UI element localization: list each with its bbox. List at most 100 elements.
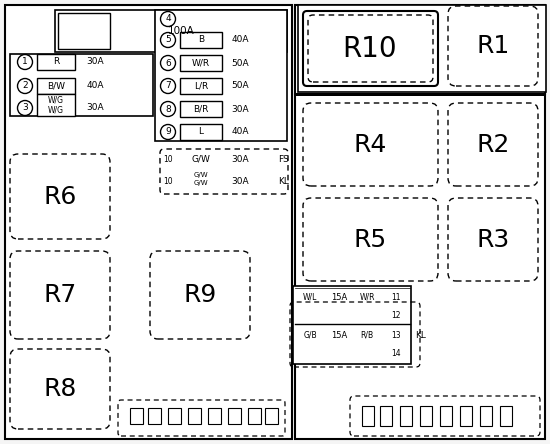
FancyBboxPatch shape xyxy=(150,251,250,339)
Text: W/R: W/R xyxy=(192,59,210,67)
Bar xyxy=(353,288,381,306)
Bar xyxy=(293,286,411,364)
Bar xyxy=(265,408,278,424)
Text: 30A: 30A xyxy=(86,58,104,67)
Text: 12: 12 xyxy=(391,310,401,320)
Text: W/L: W/L xyxy=(303,293,317,301)
Text: 13: 13 xyxy=(391,330,401,340)
Bar xyxy=(5,5,292,439)
Bar xyxy=(353,344,381,362)
Bar xyxy=(148,408,161,424)
FancyBboxPatch shape xyxy=(10,251,110,339)
Bar xyxy=(155,13,207,49)
Text: 10: 10 xyxy=(163,155,173,163)
Bar xyxy=(180,55,222,71)
Bar xyxy=(295,93,545,96)
Bar xyxy=(248,408,261,424)
Text: R7: R7 xyxy=(43,283,76,307)
Bar xyxy=(180,78,222,94)
Bar xyxy=(130,408,143,424)
Bar xyxy=(400,406,412,426)
Bar xyxy=(460,406,472,426)
Bar xyxy=(295,306,325,324)
Text: 3: 3 xyxy=(22,103,28,112)
FancyBboxPatch shape xyxy=(10,349,110,429)
Text: G/W: G/W xyxy=(191,155,211,163)
Text: 30A: 30A xyxy=(86,103,104,112)
Text: 50A: 50A xyxy=(231,59,249,67)
Text: 5: 5 xyxy=(165,36,171,44)
FancyBboxPatch shape xyxy=(308,15,433,82)
FancyBboxPatch shape xyxy=(10,154,110,239)
FancyBboxPatch shape xyxy=(448,198,538,281)
Bar xyxy=(228,408,241,424)
Text: 8: 8 xyxy=(165,104,171,114)
Text: R/B: R/B xyxy=(360,330,373,340)
Text: R4: R4 xyxy=(353,133,387,157)
Text: L/R: L/R xyxy=(194,82,208,91)
Text: 40A: 40A xyxy=(86,82,104,91)
FancyBboxPatch shape xyxy=(448,6,538,86)
Text: 9: 9 xyxy=(165,127,171,136)
Bar xyxy=(325,326,353,344)
Bar xyxy=(55,10,287,52)
Bar xyxy=(180,101,222,117)
Text: B/W: B/W xyxy=(47,82,65,91)
Text: G/W
G/W: G/W G/W xyxy=(194,173,208,186)
Text: 30A: 30A xyxy=(231,155,249,163)
Bar xyxy=(58,13,110,49)
Text: 6: 6 xyxy=(165,59,171,67)
Text: 7: 7 xyxy=(165,82,171,91)
Bar xyxy=(208,408,221,424)
FancyBboxPatch shape xyxy=(350,396,540,436)
Bar xyxy=(232,13,284,49)
Text: KL: KL xyxy=(415,330,426,340)
Text: B: B xyxy=(198,36,204,44)
Text: 2: 2 xyxy=(22,82,28,91)
Text: 100A: 100A xyxy=(168,26,194,36)
Bar xyxy=(180,151,222,167)
Bar xyxy=(188,408,201,424)
Text: R8: R8 xyxy=(43,377,76,401)
Text: L: L xyxy=(199,127,204,136)
Text: 10: 10 xyxy=(163,177,173,186)
Bar xyxy=(362,406,374,426)
Bar xyxy=(37,94,75,116)
Text: 30A: 30A xyxy=(231,177,249,186)
Bar xyxy=(155,10,287,141)
Text: R9: R9 xyxy=(183,283,217,307)
Text: FS: FS xyxy=(278,155,289,163)
Text: 40A: 40A xyxy=(231,127,249,136)
Text: 14: 14 xyxy=(391,349,401,357)
Bar xyxy=(37,54,75,70)
Text: 15A: 15A xyxy=(331,330,347,340)
FancyBboxPatch shape xyxy=(160,149,288,194)
Bar xyxy=(180,167,222,189)
Text: 30A: 30A xyxy=(231,104,249,114)
Text: R1: R1 xyxy=(476,34,510,58)
Text: W/R: W/R xyxy=(359,293,375,301)
Text: 40A: 40A xyxy=(231,36,249,44)
Bar xyxy=(168,408,181,424)
Text: R2: R2 xyxy=(476,133,510,157)
Text: R3: R3 xyxy=(476,228,510,252)
Text: 1: 1 xyxy=(22,58,28,67)
Bar xyxy=(180,124,222,140)
Bar xyxy=(325,344,353,362)
Bar xyxy=(37,78,75,94)
Bar xyxy=(325,288,353,306)
Bar xyxy=(353,306,381,324)
Bar xyxy=(295,344,325,362)
FancyBboxPatch shape xyxy=(303,198,438,281)
Text: 11: 11 xyxy=(391,293,401,301)
Text: R5: R5 xyxy=(354,228,387,252)
Text: 50A: 50A xyxy=(231,82,249,91)
FancyBboxPatch shape xyxy=(303,103,438,186)
Bar xyxy=(180,32,222,48)
FancyBboxPatch shape xyxy=(303,11,438,86)
Text: G/B: G/B xyxy=(303,330,317,340)
Bar xyxy=(295,288,325,306)
Bar xyxy=(440,406,452,426)
Bar xyxy=(380,406,392,426)
Bar xyxy=(298,5,546,92)
